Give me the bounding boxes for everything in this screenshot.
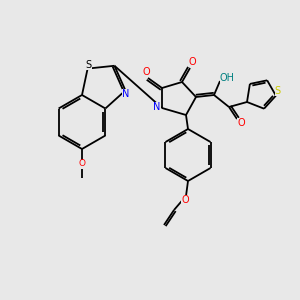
- Text: OH: OH: [220, 73, 235, 83]
- Text: S: S: [85, 60, 92, 70]
- Text: S: S: [275, 85, 281, 96]
- Text: N: N: [122, 89, 129, 99]
- Text: O: O: [181, 195, 189, 205]
- Text: O: O: [142, 67, 150, 77]
- Text: O: O: [188, 57, 196, 67]
- Text: N: N: [153, 102, 161, 112]
- Text: O: O: [237, 118, 245, 128]
- Text: O: O: [79, 160, 86, 169]
